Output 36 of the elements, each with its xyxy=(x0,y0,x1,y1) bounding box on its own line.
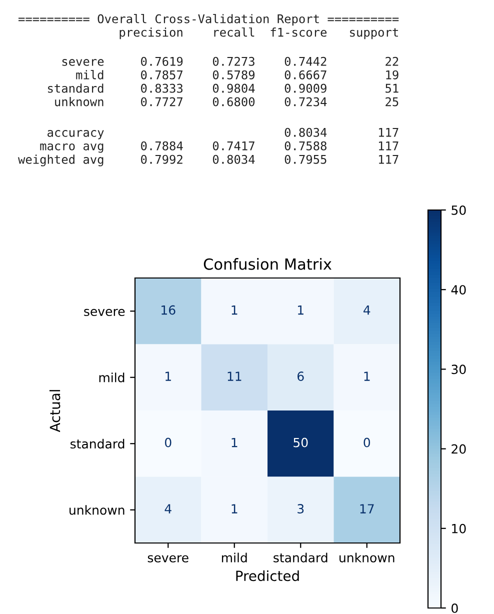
data-label: 11 xyxy=(228,372,242,381)
text: severe 0.7619 0.7273 0.7442 22 mild 0.7857 0.5789 0.6667 19 standard 0.8333 0.9804 0.9009 51 unknown 0.7727 0.6800 0.7234 25 xyxy=(48,56,398,106)
text: ========== Overall Cross-Validation Report ========== precision recall f1-score support xyxy=(18,14,399,40)
color-bar-label: 10 xyxy=(452,524,466,534)
data-label: 1 xyxy=(166,372,171,381)
y-tick-label: severe xyxy=(84,308,125,316)
data-label: 6 xyxy=(298,372,304,381)
data-label: 1 xyxy=(232,438,238,448)
color-bar-label: 0 xyxy=(452,603,458,613)
y-axis-title: Actual xyxy=(49,390,60,432)
x-tick-label: unknown xyxy=(340,552,394,562)
x-tick-label: standard xyxy=(274,552,328,562)
data-label: 1 xyxy=(232,305,238,315)
color-bar-label: 50 xyxy=(452,205,466,215)
data-label: 0 xyxy=(164,438,172,448)
data-label: 50 xyxy=(294,438,308,448)
y-tick-label: unknown xyxy=(70,505,124,515)
text: accuracy 0.8034 117 macro avg 0.7884 0.7417 0.7588 117 weighted avg 0.7992 0.8034 0.7955 117 xyxy=(18,128,398,166)
x-axis-title: Predicted xyxy=(236,570,299,582)
color-bar-label: 40 xyxy=(451,285,466,295)
data-label: 0 xyxy=(364,438,370,448)
data-label: 1 xyxy=(364,372,370,381)
data-label: 4 xyxy=(364,305,370,315)
x-tick-label: mild xyxy=(222,552,247,562)
y-tick-label: standard xyxy=(70,438,124,449)
color-bar-label: 20 xyxy=(452,444,466,454)
y-tick-label: mild xyxy=(99,372,124,382)
data-label: 1 xyxy=(232,504,238,514)
x-tick-label: severe xyxy=(148,555,188,562)
data-label: 4 xyxy=(164,504,172,514)
data-label: 16 xyxy=(162,305,176,315)
data-label: 1 xyxy=(298,305,304,315)
chart-title: Confusion Matrix xyxy=(204,258,332,270)
data-label: 3 xyxy=(298,504,304,514)
data-label: 17 xyxy=(360,504,374,514)
color-bar-label: 30 xyxy=(452,364,466,374)
